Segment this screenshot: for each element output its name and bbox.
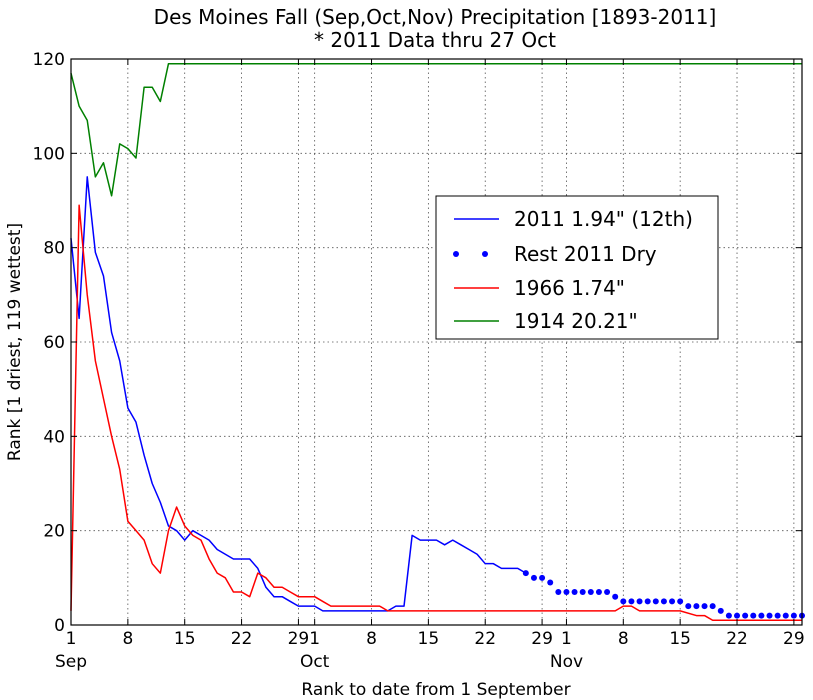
data-point (758, 612, 765, 619)
data-point (522, 570, 529, 577)
y-axis-label: Rank [1 driest, 119 wettest] (5, 223, 25, 461)
data-point (742, 612, 749, 619)
data-point (750, 612, 757, 619)
series-rest-2011-dots (522, 570, 805, 619)
month-label: Sep (55, 652, 87, 672)
legend-label-1966: 1966 1.74" (514, 276, 625, 300)
data-point (774, 612, 781, 619)
x-tick-label: 8 (618, 629, 629, 649)
data-point (628, 598, 635, 605)
x-tick-label: 22 (726, 629, 748, 649)
data-point (604, 588, 611, 595)
data-point (563, 588, 570, 595)
data-point (620, 598, 627, 605)
data-point (547, 579, 554, 586)
y-tick-label: 100 (33, 144, 65, 164)
data-point (709, 603, 716, 610)
y-tick-label: 60 (43, 333, 65, 353)
x-tick-label: 15 (174, 629, 196, 649)
data-point (595, 588, 602, 595)
plot-series (70, 62, 805, 622)
chart-title: Des Moines Fall (Sep,Oct,Nov) Precipitat… (154, 5, 717, 29)
month-label: Oct (300, 652, 330, 672)
data-point (539, 574, 546, 581)
x-tick-label: 8 (122, 629, 133, 649)
data-point (790, 612, 797, 619)
data-point (677, 598, 684, 605)
x-tick-label: 15 (669, 629, 691, 649)
x-tick-label: 22 (231, 629, 253, 649)
data-point (766, 612, 773, 619)
y-tick-label: 120 (33, 50, 65, 70)
data-point (612, 593, 619, 600)
x-tick-label: 1 (561, 629, 572, 649)
data-point (685, 603, 692, 610)
x-tick-label: 22 (474, 629, 496, 649)
x-tick-label: 15 (418, 629, 440, 649)
data-point (660, 598, 667, 605)
data-point (644, 598, 651, 605)
data-point (579, 588, 586, 595)
chart-subtitle: * 2011 Data thru 27 Oct (314, 28, 556, 52)
data-point (587, 588, 594, 595)
x-tick-label: 29 (288, 629, 310, 649)
legend-swatch-rest-dot (482, 251, 488, 257)
data-point (693, 603, 700, 610)
month-label: Nov (550, 652, 583, 672)
x-tick-label: 1 (66, 629, 77, 649)
legend-swatch-rest-dot (453, 251, 459, 257)
data-point (652, 598, 659, 605)
x-tick-label: 29 (531, 629, 553, 649)
data-point (669, 598, 676, 605)
legend-label-rest-2011: Rest 2011 Dry (514, 242, 657, 266)
legend-box (435, 195, 719, 340)
legend-label-1914: 1914 20.21" (514, 309, 638, 333)
series-line-2 (70, 204, 802, 622)
series-line-3 (70, 62, 802, 197)
y-tick-label: 80 (43, 239, 65, 259)
x-tick-label: 29 (783, 629, 805, 649)
data-point (725, 612, 732, 619)
series-line-0 (70, 176, 527, 612)
y-tick-label: 40 (43, 427, 65, 447)
data-point (636, 598, 643, 605)
data-point (717, 607, 724, 614)
data-point (571, 588, 578, 595)
y-axis-ticks: 0 20 40 60 80 100 120 (33, 50, 802, 636)
legend: 2011 1.94" (12th) Rest 2011 Dry 1966 1.7… (435, 195, 719, 340)
data-point (734, 612, 741, 619)
data-point (782, 612, 789, 619)
legend-label-2011: 2011 1.94" (12th) (514, 207, 693, 231)
data-point (555, 588, 562, 595)
y-tick-label: 20 (43, 522, 65, 542)
y-tick-label: 0 (54, 616, 65, 636)
x-tick-label: 8 (366, 629, 377, 649)
data-point (530, 574, 537, 581)
x-axis-label: Rank to date from 1 September (301, 680, 570, 700)
x-tick-label: 1 (309, 629, 320, 649)
data-point (701, 603, 708, 610)
